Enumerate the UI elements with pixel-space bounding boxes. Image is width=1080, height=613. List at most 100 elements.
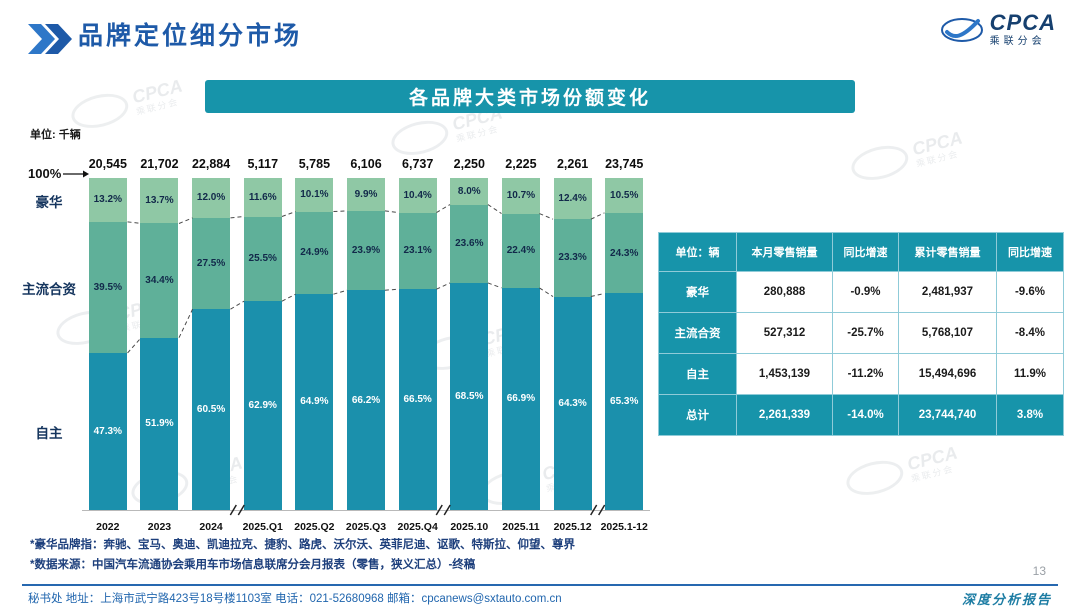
bar-segment-自主: 66.5% [398,289,437,510]
category-label: 2025.Q1 [242,521,283,533]
segment-value-label: 68.5% [455,390,484,402]
table-cell: -0.9% [833,272,899,313]
watermark-brand: CPCA [905,442,960,474]
table-cell: -11.2% [833,354,899,395]
footnote-line: *数据来源：中国汽车流通协会乘用车市场信息联席分会月报表（零售，狭义汇总）-终稿 [30,558,476,571]
segment-value-label: 12.4% [558,193,587,205]
bar-total-label: 22,884 [191,157,231,171]
bar-segment-自主: 65.3% [605,293,644,510]
cpca-brand: CPCA [989,10,1056,35]
category-label: 2025.12 [553,521,592,533]
bar-total-label: 21,702 [140,157,179,171]
table-row-自主: 自主 1,453,139 -11.2% 15,494,696 11.9% [659,354,1063,395]
stacked-bar: 12.4% 23.3% 64.3% [553,178,592,510]
bar-segment-豪华: 10.7% [501,178,540,214]
axis-row-label-主流合资: 主流合资 [22,282,76,298]
segment-value-label: 39.5% [93,281,122,293]
category-label: 2025.Q3 [345,521,387,533]
stacked-bar: 13.7% 34.4% 51.9% [140,178,179,510]
segment-value-label: 23.9% [351,245,381,257]
report-type-label: 深度分析报告 [961,592,1052,607]
bar-segment-主流合资: 34.4% [140,223,179,338]
bar-total-label: 2,250 [453,157,485,171]
bar-segment-豪华: 8.0% [450,178,489,205]
category-label: 2022 [96,521,120,533]
bar-segment-豪华: 12.0% [192,178,231,218]
segment-value-label: 66.2% [351,394,381,406]
plot-area: 20,545 13.2% 39.5% 47.3% 2022 21,702 13.7% 34.4… [82,157,650,533]
table-cell: 527,312 [737,313,833,354]
segment-value-label: 10.7% [506,190,536,202]
cpca-swoosh-icon [940,17,983,42]
bar-segment-豪华: 10.5% [605,178,644,213]
page-title: 品牌定位细分市场 [78,22,303,50]
watermark-brand: CPCA [130,75,185,107]
table-cell: 3.8% [997,395,1063,435]
stacked-bar: 10.1% 24.9% 64.9% [295,178,334,510]
bar-total-label: 20,545 [88,157,127,171]
page-number: 13 [1032,564,1046,578]
footnotes: *豪华品牌指：奔驰、宝马、奥迪、凯迪拉克、捷豹、路虎、沃尔沃、英菲尼迪、讴歌、特… [30,536,575,575]
watermark-ellipse-icon [387,115,452,161]
axis-100pct-text: 100% [28,166,62,181]
category-label: 2025.10 [450,521,489,533]
segment-value-label: 66.5% [403,394,432,406]
bar-segment-自主: 64.3% [553,296,592,510]
bar-total-label: 5,117 [247,157,279,171]
bar-segment-主流合资: 39.5% [88,221,127,353]
table-cell: 1,453,139 [737,354,833,395]
bar-total-label: 5,785 [298,157,331,171]
stacked-bar: 8.0% 23.6% 68.5% [450,178,489,510]
watermark-subtitle: 乘联分会 [134,96,181,117]
table-header-row: 单位：辆 本月零售销量 同比增速 累计零售销量 同比增速 [659,233,1063,272]
bar-segment-主流合资: 24.9% [295,211,334,295]
bar-column: 22,884 12.0% 27.5% 60.5% 2024 [185,157,237,533]
table-header-cell: 同比增速 [997,233,1063,272]
segment-value-label: 23.1% [403,245,432,257]
segment-value-label: 65.3% [610,396,639,408]
bar-segment-主流合资: 27.5% [192,217,231,310]
bar-segment-自主: 62.9% [243,301,282,510]
bar-segment-自主: 64.9% [295,294,334,510]
table-row-header: 自主 [659,354,737,395]
category-label: 2023 [147,521,172,533]
footer-contact: 秘书处 地址：上海市武宁路423号18号楼1103室 电话：021-526809… [28,593,562,605]
section-banner: 各品牌大类市场份额变化 [205,80,855,113]
table-header-cell: 同比增速 [833,233,899,272]
bar-segment-豪华: 12.4% [553,178,592,220]
bar-segment-豪华: 13.2% [88,178,127,222]
table-cell: 23,744,740 [899,395,997,435]
bar-column: 23,745 10.5% 24.3% 65.3% 2025.1-12 [598,157,650,533]
table-cell: 15,494,696 [899,354,997,395]
bar-column: 2,225 10.7% 22.4% 66.9% 2025.11 [495,157,547,533]
bars-row: 20,545 13.2% 39.5% 47.3% 2022 21,702 13.7% 34.4… [82,157,650,533]
segment-value-label: 10.1% [300,189,329,201]
segment-value-label: 64.9% [300,396,329,408]
bar-segment-主流合资: 25.5% [243,216,282,302]
unit-label: 单位: 千辆 [30,129,81,141]
cpca-logo-text: CPCA 乘联分会 [990,12,1056,47]
segment-value-label: 66.9% [506,393,536,405]
table-header-cell: 单位：辆 [659,233,737,272]
table-cell: -9.6% [997,272,1063,313]
watermark-brand: CPCA [910,127,965,159]
bar-segment-主流合资: 23.6% [450,204,489,283]
axis-100pct-label: 100% [28,166,90,181]
category-label: 2024 [199,521,223,533]
stacked-bar: 11.6% 25.5% 62.9% [243,178,282,510]
table-header-cell: 本月零售销量 [737,233,833,272]
table-cell: 5,768,107 [899,313,997,354]
segment-value-label: 22.4% [506,245,536,257]
banner-title: 各品牌大类市场份额变化 [408,88,651,109]
table-row-header: 豪华 [659,272,737,313]
bar-segment-自主: 68.5% [450,282,489,510]
segment-value-label: 60.5% [196,404,226,416]
bar-column: 2,250 8.0% 23.6% 68.5% 2025.10 [443,157,495,533]
table-cell: 280,888 [737,272,833,313]
table-cell: 11.9% [997,354,1063,395]
category-label: 2025.11 [502,521,540,533]
